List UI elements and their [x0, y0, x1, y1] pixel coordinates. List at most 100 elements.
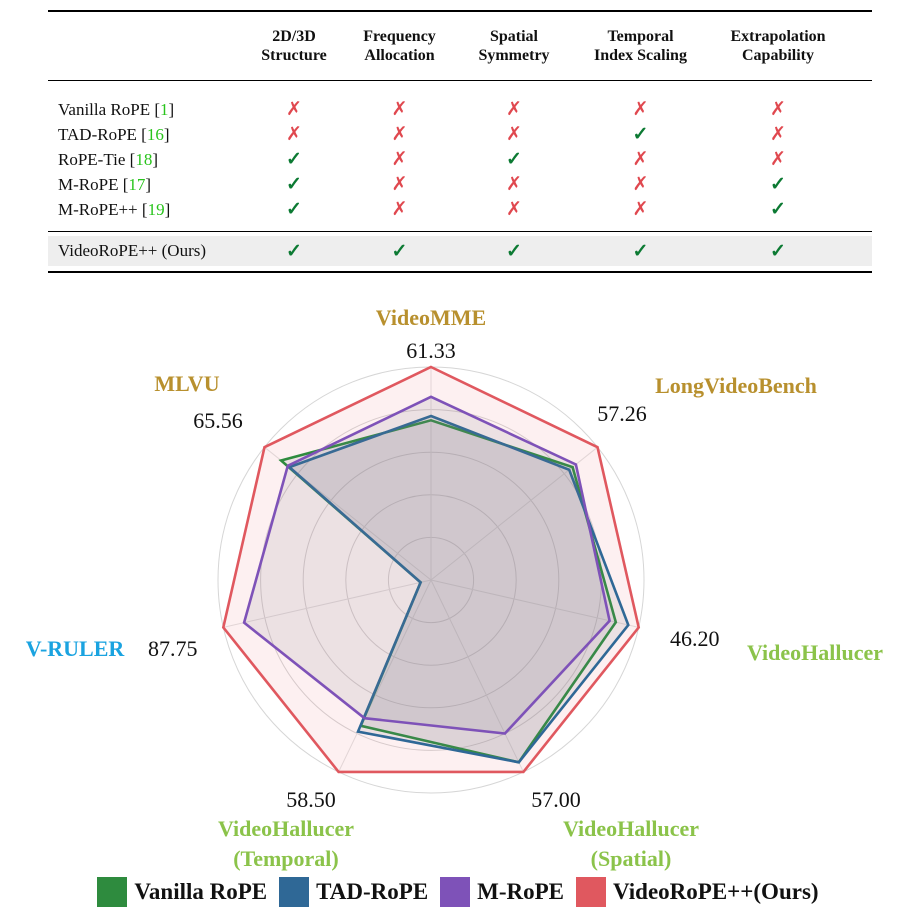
- check-mark: ✓: [244, 240, 344, 263]
- axis-max-label: 58.50: [286, 787, 336, 812]
- cross-mark: ✗: [708, 148, 848, 171]
- table-mid-rule: [48, 231, 872, 232]
- cross-mark: ✗: [455, 123, 573, 146]
- cross-symbol: ✗: [506, 199, 522, 220]
- method-name-cell: M-RoPE [17]: [58, 174, 152, 194]
- method-name: VideoRoPE++ (Ours): [58, 241, 207, 260]
- cross-mark: ✗: [344, 98, 455, 121]
- axis-title: MLVU: [154, 371, 219, 396]
- citation-link[interactable]: 16: [146, 124, 164, 144]
- check-mark: ✓: [708, 173, 848, 196]
- method-name-cell: Vanilla RoPE [1]: [58, 99, 175, 119]
- cross-symbol: ✗: [506, 174, 522, 195]
- legend-item: M-RoPE: [440, 877, 564, 907]
- table-body: Vanilla RoPE [1] ✗ ✗ ✗ ✗ ✗ TAD-RoPE [16] ✗ ✗ ✗ ✓ ✗ R…: [48, 81, 872, 231]
- check-symbol: ✓: [391, 240, 408, 262]
- table-row: M-RoPE++ [19] ✓ ✗ ✗ ✗ ✓: [48, 197, 872, 222]
- cross-mark: ✗: [573, 173, 708, 196]
- axis-title: VideoMME: [376, 305, 486, 330]
- citation-link[interactable]: 19: [147, 199, 165, 219]
- check-symbol: ✓: [286, 240, 302, 262]
- check-symbol: ✓: [286, 174, 302, 195]
- axis-title: VideoHallucer: [747, 640, 883, 665]
- ours-row-wrap: VideoRoPE++ (Ours) ✓ ✓ ✓ ✓ ✓: [48, 232, 872, 271]
- comparison-table: 2D/3D Structure Frequency Allocation Spa…: [48, 10, 872, 273]
- method-name-cell: RoPE-Tie [18]: [58, 149, 158, 169]
- axis-title: V-RULER: [26, 636, 126, 661]
- cross-mark: ✗: [344, 198, 455, 221]
- check-symbol: ✓: [770, 240, 786, 262]
- radar-chart: 61.33 VideoMME 57.26 LongVideoBench 46.20 Vid…: [26, 305, 884, 871]
- method-name: RoPE-Tie: [58, 149, 126, 169]
- cross-mark: ✗: [455, 98, 573, 121]
- cross-symbol: ✗: [770, 99, 786, 120]
- header-cell: Spatial Symmetry: [455, 27, 573, 65]
- cross-mark: ✗: [573, 98, 708, 121]
- cross-symbol: ✗: [770, 149, 786, 170]
- legend-item: Vanilla RoPE: [97, 877, 267, 907]
- legend-swatch: [576, 877, 607, 907]
- cross-mark: ✗: [455, 198, 573, 221]
- legend-label: Vanilla RoPE: [134, 879, 268, 904]
- cross-symbol: ✗: [632, 149, 649, 170]
- axis-title: VideoHallucer: [563, 816, 699, 841]
- check-mark: ✓: [455, 240, 573, 263]
- check-mark: ✓: [344, 240, 455, 263]
- check-mark: ✓: [573, 240, 708, 263]
- legend-swatch: [97, 877, 128, 907]
- axis-title: VideoHallucer: [218, 816, 354, 841]
- table-row: TAD-RoPE [16] ✗ ✗ ✗ ✓ ✗: [48, 122, 872, 147]
- check-symbol: ✓: [770, 199, 786, 220]
- cross-mark: ✗: [573, 198, 708, 221]
- cross-symbol: ✗: [391, 99, 408, 120]
- citation-link[interactable]: 1: [160, 99, 169, 119]
- header-cell: Temporal Index Scaling: [573, 27, 708, 65]
- cross-mark: ✗: [344, 173, 455, 196]
- check-mark: ✓: [573, 123, 708, 146]
- citation-link[interactable]: 17: [128, 174, 146, 194]
- legend-label: VideoRoPE++(Ours): [613, 879, 819, 904]
- table-bottom-rule: [48, 271, 872, 273]
- check-mark: ✓: [455, 148, 573, 171]
- axis-spoke: [430, 579, 524, 773]
- header-cell: 2D/3D Structure: [244, 27, 344, 65]
- table-header-rule: [48, 80, 872, 81]
- header-text: Temporal Index Scaling: [594, 28, 687, 64]
- header-text: Spatial Symmetry: [478, 28, 550, 64]
- cross-mark: ✗: [344, 123, 455, 146]
- table-row: Vanilla RoPE [1] ✗ ✗ ✗ ✗ ✗: [48, 97, 872, 122]
- header-text: 2D/3D Structure: [261, 28, 327, 64]
- series-polygon: [221, 365, 641, 774]
- cross-mark: ✗: [708, 123, 848, 146]
- method-name: Vanilla RoPE: [58, 99, 151, 119]
- legend-swatch: [440, 877, 471, 907]
- legend-item: VideoRoPE++(Ours): [576, 877, 819, 907]
- check-symbol: ✓: [506, 240, 522, 262]
- check-symbol: ✓: [632, 240, 649, 262]
- cross-mark: ✗: [573, 148, 708, 171]
- axis-max-label: 46.20: [670, 626, 720, 651]
- legend-label: TAD-RoPE: [316, 879, 429, 904]
- legend-item: TAD-RoPE: [279, 877, 428, 907]
- method-name-cell: M-RoPE++ [19]: [58, 199, 171, 219]
- cross-symbol: ✗: [286, 99, 302, 120]
- cross-mark: ✗: [708, 98, 848, 121]
- check-symbol: ✓: [286, 149, 302, 170]
- check-symbol: ✓: [632, 124, 649, 145]
- method-name: M-RoPE++: [58, 199, 138, 219]
- cross-symbol: ✗: [632, 174, 649, 195]
- axis-max-label: 61.33: [406, 338, 456, 363]
- cross-mark: ✗: [344, 148, 455, 171]
- header-text: Frequency Allocation: [363, 28, 436, 64]
- cross-symbol: ✗: [632, 99, 649, 120]
- citation-link[interactable]: 18: [135, 149, 153, 169]
- check-mark: ✓: [708, 198, 848, 221]
- table-row-ours: VideoRoPE++ (Ours) ✓ ✓ ✓ ✓ ✓: [48, 236, 872, 266]
- axis-title: (Spatial): [591, 846, 672, 871]
- check-symbol: ✓: [286, 199, 302, 220]
- cross-mark: ✗: [455, 173, 573, 196]
- header-text: Extrapolation Capability: [730, 28, 826, 64]
- table-header-row: 2D/3D Structure Frequency Allocation Spa…: [48, 12, 872, 80]
- axis-max-label: 65.56: [193, 408, 243, 433]
- cross-symbol: ✗: [506, 124, 522, 145]
